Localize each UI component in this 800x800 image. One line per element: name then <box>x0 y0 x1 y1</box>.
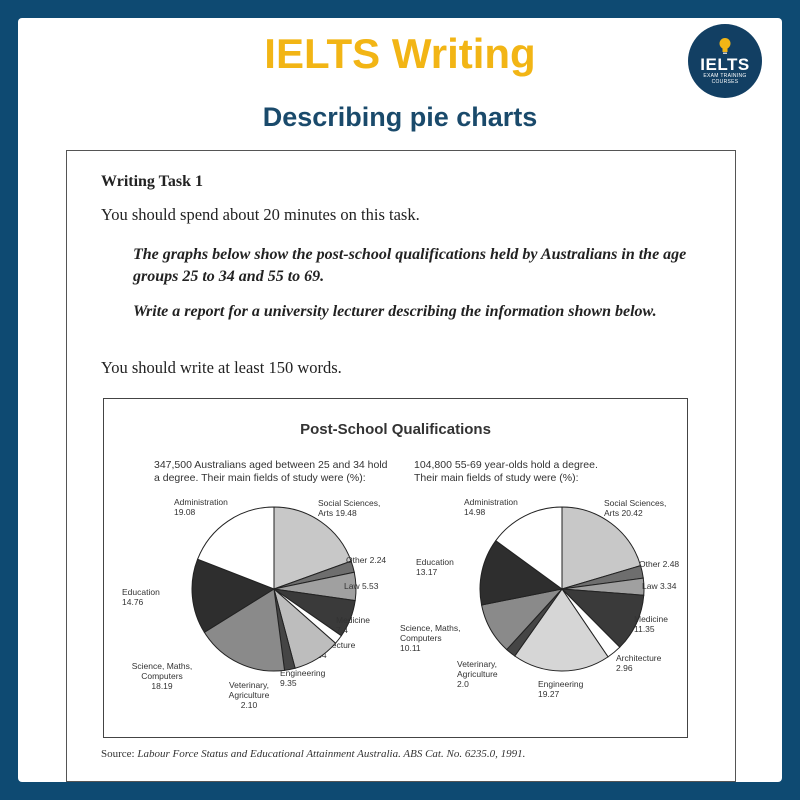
source-label: Source: <box>101 748 135 760</box>
pie-2-slice-9 <box>479 539 564 606</box>
task-document: Writing Task 1 You should spend about 20… <box>66 150 736 782</box>
pie-2-label-2: Other 2.48 <box>639 559 679 569</box>
task-prompt-text: The graphs below show the post-school qu… <box>133 246 687 285</box>
pie-2-label-5: Architecture 2.96 <box>616 653 662 673</box>
task-instruction-text: Write a report for a university lecturer… <box>133 303 657 320</box>
ielts-logo: IELTS EXAM TRAINING COURSES <box>688 24 762 98</box>
pie-1-slice-8 <box>203 588 286 672</box>
source-text: Labour Force Status and Educational Atta… <box>137 748 526 760</box>
pie-2-slice-10 <box>495 506 563 590</box>
pie-2-label-1: Social Sciences, Arts 20.42 <box>604 498 666 518</box>
pie-1-label-9: Education 14.76 <box>122 587 160 607</box>
chart-container: Post-School Qualifications 347,500 Austr… <box>103 398 688 738</box>
pie-1-label-3: Law 5.53 <box>344 581 379 591</box>
pie-2-label-6: Engineering 19.27 <box>538 679 584 699</box>
pie-1-label-4: Medicine 7.4 <box>336 615 370 635</box>
task-time-text: You should spend about 20 minutes on thi… <box>101 205 420 224</box>
pie-1-label-2: Other 2.24 <box>346 555 386 565</box>
pie-2-label-8: Science, Maths, Computers 10.11 <box>400 623 460 653</box>
pie-1-label-7: Veterinary, Agriculture 2.10 <box>229 680 270 710</box>
pie-1-slice-10 <box>196 506 275 590</box>
logo-subtext: EXAM TRAINING COURSES <box>703 73 747 85</box>
logo-text: IELTS <box>700 55 750 74</box>
pie-1-label-1: Social Sciences, Arts 19.48 <box>318 498 380 518</box>
chart-title: Post-School Qualifications <box>300 421 491 438</box>
pie-1-slice-1 <box>273 506 352 590</box>
pie-1-label-8: Science, Maths, Computers 18.19 <box>132 661 192 691</box>
task-word-count-text: You should write at least 150 words. <box>101 358 342 377</box>
pie-2-slice-6 <box>514 588 609 672</box>
pie-1-slice-9 <box>191 558 276 633</box>
pie-1-label-10: Administration 19.08 <box>174 497 228 517</box>
lightbulb-icon <box>719 38 731 54</box>
pie-1-label-6: Engineering 9.35 <box>280 668 326 688</box>
pie-2-label-10: Administration 14.98 <box>464 497 518 517</box>
pie-2-label-7: Veterinary, Agriculture 2.0 <box>457 659 498 689</box>
page-subtitle: Describing pie charts <box>262 102 538 132</box>
pie-2-label-4: Medicine 11.35 <box>634 614 668 634</box>
pie-1-caption: 347,500 Australians aged between 25 and … <box>154 459 388 484</box>
pie-2-slice-1 <box>561 506 642 590</box>
source-note: Source: Labour Force Status and Educatio… <box>101 748 525 760</box>
pie-charts: Social Sciences, Arts 19.48 Other 2.24 Law … <box>122 497 679 710</box>
pie-2-label-3: Law 3.34 <box>642 581 677 591</box>
task-heading: Writing Task 1 <box>101 173 203 190</box>
page-title: IELTS Writing <box>264 30 536 77</box>
pie-2-caption: 104,800 55-69 year-olds hold a degree. T… <box>414 459 598 484</box>
pie-2-label-9: Education 13.17 <box>416 557 454 577</box>
